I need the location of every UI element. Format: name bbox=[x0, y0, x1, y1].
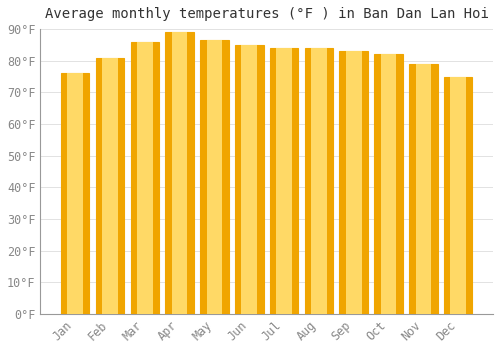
Bar bbox=[340, 51, 368, 314]
Bar bbox=[380, 54, 396, 314]
Bar bbox=[346, 51, 362, 314]
Bar bbox=[206, 40, 222, 314]
Bar bbox=[270, 48, 298, 314]
Bar bbox=[235, 45, 264, 314]
Bar bbox=[102, 57, 118, 314]
Bar bbox=[68, 74, 83, 314]
Bar bbox=[416, 64, 431, 314]
Bar bbox=[444, 77, 472, 314]
Bar bbox=[450, 77, 466, 314]
Bar bbox=[137, 42, 152, 314]
Bar bbox=[304, 48, 333, 314]
Bar bbox=[166, 32, 194, 314]
Bar bbox=[200, 40, 228, 314]
Bar bbox=[172, 32, 188, 314]
Bar bbox=[96, 57, 124, 314]
Bar bbox=[242, 45, 257, 314]
Bar bbox=[374, 54, 403, 314]
Bar bbox=[276, 48, 292, 314]
Bar bbox=[409, 64, 438, 314]
Bar bbox=[130, 42, 159, 314]
Title: Average monthly temperatures (°F ) in Ban Dan Lan Hoi: Average monthly temperatures (°F ) in Ba… bbox=[44, 7, 488, 21]
Bar bbox=[311, 48, 327, 314]
Bar bbox=[61, 74, 90, 314]
